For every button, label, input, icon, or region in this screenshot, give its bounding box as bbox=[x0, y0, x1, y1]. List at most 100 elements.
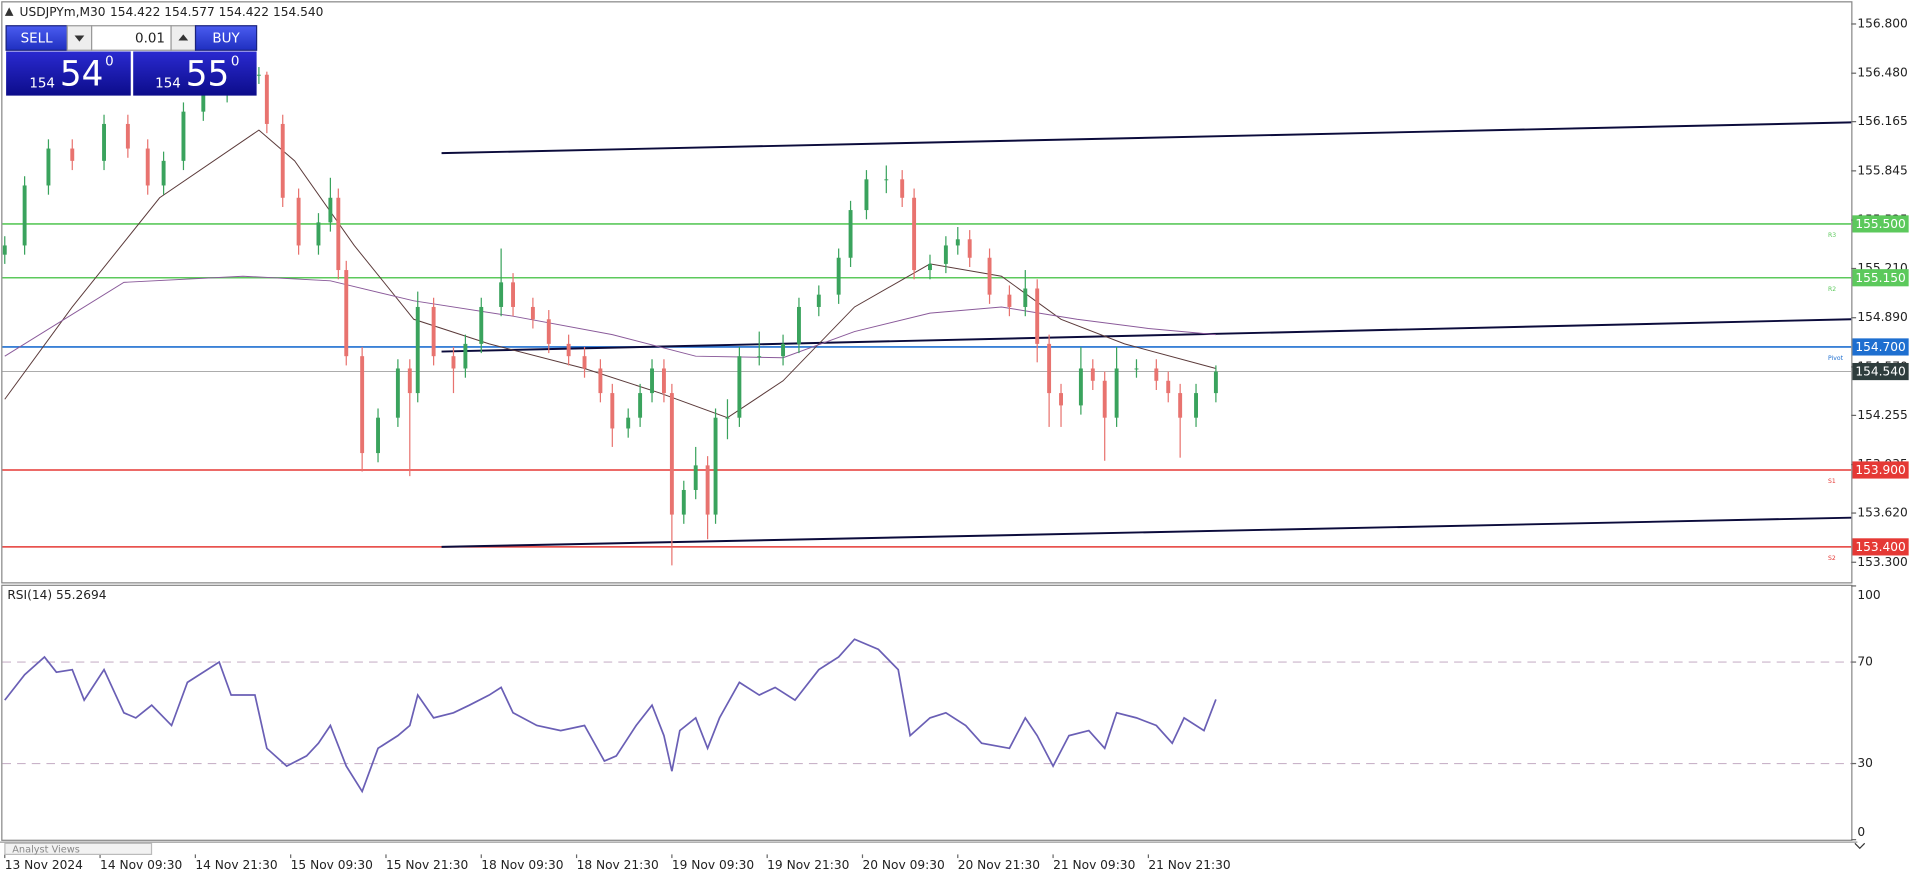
sell-label: SELL bbox=[21, 32, 53, 47]
trendline bbox=[441, 516, 1852, 548]
x-tick-label: 21 Nov 21:30 bbox=[1148, 858, 1230, 872]
y-tick-label: 154.890 bbox=[1857, 310, 1907, 324]
candle-body bbox=[987, 257, 992, 295]
candle-body bbox=[376, 417, 380, 454]
candle-body bbox=[1114, 368, 1119, 418]
y-tick-label: 70 bbox=[1857, 655, 1873, 669]
x-tick-label: 19 Nov 21:30 bbox=[767, 858, 849, 872]
candle-body bbox=[943, 245, 948, 264]
rsi-line bbox=[4, 638, 1217, 794]
candle-body bbox=[638, 393, 643, 418]
candle-body bbox=[737, 356, 742, 418]
candle-body bbox=[1023, 288, 1028, 307]
quote: 154.422 154.577 154.422 154.540 bbox=[110, 5, 323, 19]
candle-body bbox=[566, 343, 571, 357]
candle-body bbox=[1178, 393, 1183, 418]
sell-button[interactable] bbox=[5, 25, 68, 51]
x-tick-label: 18 Nov 21:30 bbox=[577, 858, 659, 872]
price-tag-label: 153.400 bbox=[1855, 540, 1905, 554]
ask-pips: 55 bbox=[186, 54, 230, 94]
price-tag-label: 153.900 bbox=[1855, 463, 1905, 477]
x-tick-label: 15 Nov 21:30 bbox=[386, 858, 468, 872]
x-tick-label: 19 Nov 09:30 bbox=[672, 858, 754, 872]
candle-body bbox=[1007, 294, 1012, 307]
bottom-tab: Analyst Views bbox=[0, 841, 1866, 855]
x-tick-label: 14 Nov 21:30 bbox=[195, 858, 277, 872]
y-tick-label: 156.165 bbox=[1857, 114, 1907, 128]
rsi-panel bbox=[1, 584, 1853, 841]
candle-body bbox=[713, 417, 718, 515]
candle-body bbox=[669, 393, 674, 515]
candle-body bbox=[511, 282, 515, 307]
scroll-icon[interactable] bbox=[1854, 842, 1866, 850]
candle-body bbox=[582, 356, 587, 369]
candle-body bbox=[757, 356, 762, 358]
tab[interactable] bbox=[4, 842, 153, 855]
y-tick-label: 153.300 bbox=[1857, 555, 1907, 569]
candle-body bbox=[1134, 368, 1139, 370]
candle-body bbox=[22, 185, 27, 246]
price-panel bbox=[1, 1, 1853, 584]
candle-body bbox=[1090, 368, 1095, 381]
candle-body bbox=[884, 179, 889, 181]
candle-body bbox=[530, 306, 535, 320]
symbol: USDJPYm,M30 bbox=[20, 5, 106, 19]
price-tag bbox=[1852, 461, 1909, 479]
x-tick-label: 15 Nov 09:30 bbox=[291, 858, 373, 872]
ask-box[interactable] bbox=[133, 51, 257, 96]
candle-body bbox=[2, 245, 7, 255]
candle-body bbox=[864, 179, 869, 211]
candle-body bbox=[499, 282, 504, 307]
buy-button[interactable] bbox=[194, 25, 258, 51]
candle-body bbox=[693, 465, 698, 490]
price-tag bbox=[1852, 338, 1909, 356]
pivot-name: R3 bbox=[1828, 232, 1836, 239]
trade-panel: SELL 0.01 BUY 154 54 0 154 55 0 bbox=[5, 25, 258, 96]
volume: 0.01 bbox=[135, 32, 165, 47]
y-tick-label: 0 bbox=[1857, 825, 1865, 839]
pivot-name: S1 bbox=[1828, 478, 1836, 485]
candle-body bbox=[781, 343, 786, 357]
price-tag-label: 154.700 bbox=[1855, 340, 1905, 354]
candle-body bbox=[264, 74, 269, 124]
price-tag bbox=[1852, 269, 1909, 287]
candle-body bbox=[46, 148, 51, 186]
candle-body bbox=[328, 197, 333, 223]
candle-body bbox=[415, 306, 420, 394]
candle-body bbox=[1078, 368, 1083, 406]
candle-body bbox=[431, 306, 436, 357]
ask-big: 154 bbox=[155, 76, 181, 91]
candle-body bbox=[463, 343, 468, 369]
candle-body bbox=[928, 263, 932, 271]
collapse-icon[interactable] bbox=[4, 7, 14, 16]
price-tag-label: 155.150 bbox=[1855, 271, 1905, 285]
candle-body bbox=[451, 356, 456, 369]
candle-body bbox=[479, 306, 484, 344]
header: USDJPYm,M30 154.422 154.577 154.422 154.… bbox=[4, 5, 323, 19]
bid-box[interactable] bbox=[6, 51, 131, 96]
ask-point: 0 bbox=[231, 54, 240, 69]
candle-body bbox=[1194, 393, 1198, 418]
candle-body bbox=[661, 368, 666, 394]
candle-body bbox=[360, 356, 365, 454]
y-tick-label: 156.800 bbox=[1857, 16, 1907, 30]
candle-body bbox=[1154, 368, 1159, 381]
pivot-name: R2 bbox=[1828, 286, 1836, 293]
volume-field[interactable] bbox=[91, 25, 172, 51]
candle-body bbox=[102, 123, 106, 161]
candle-body bbox=[344, 270, 349, 357]
x-tick-label: 18 Nov 09:30 bbox=[481, 858, 563, 872]
candle-body bbox=[681, 489, 686, 515]
plot-area: 13 Nov 2024 14 Nov 09:30 14 Nov 21:30 15 No… bbox=[2, 16, 1909, 872]
candle-body bbox=[546, 319, 551, 344]
candle-body bbox=[912, 197, 917, 271]
pivot-name: Pivot bbox=[1828, 355, 1844, 362]
buy-label: BUY bbox=[212, 32, 240, 47]
bid-point: 0 bbox=[105, 54, 114, 69]
trendline bbox=[441, 121, 1852, 155]
candle-body bbox=[181, 111, 186, 161]
candle-body bbox=[336, 197, 341, 271]
candle-body bbox=[705, 465, 710, 515]
candle-body bbox=[967, 239, 972, 258]
candle-body bbox=[1102, 380, 1107, 418]
